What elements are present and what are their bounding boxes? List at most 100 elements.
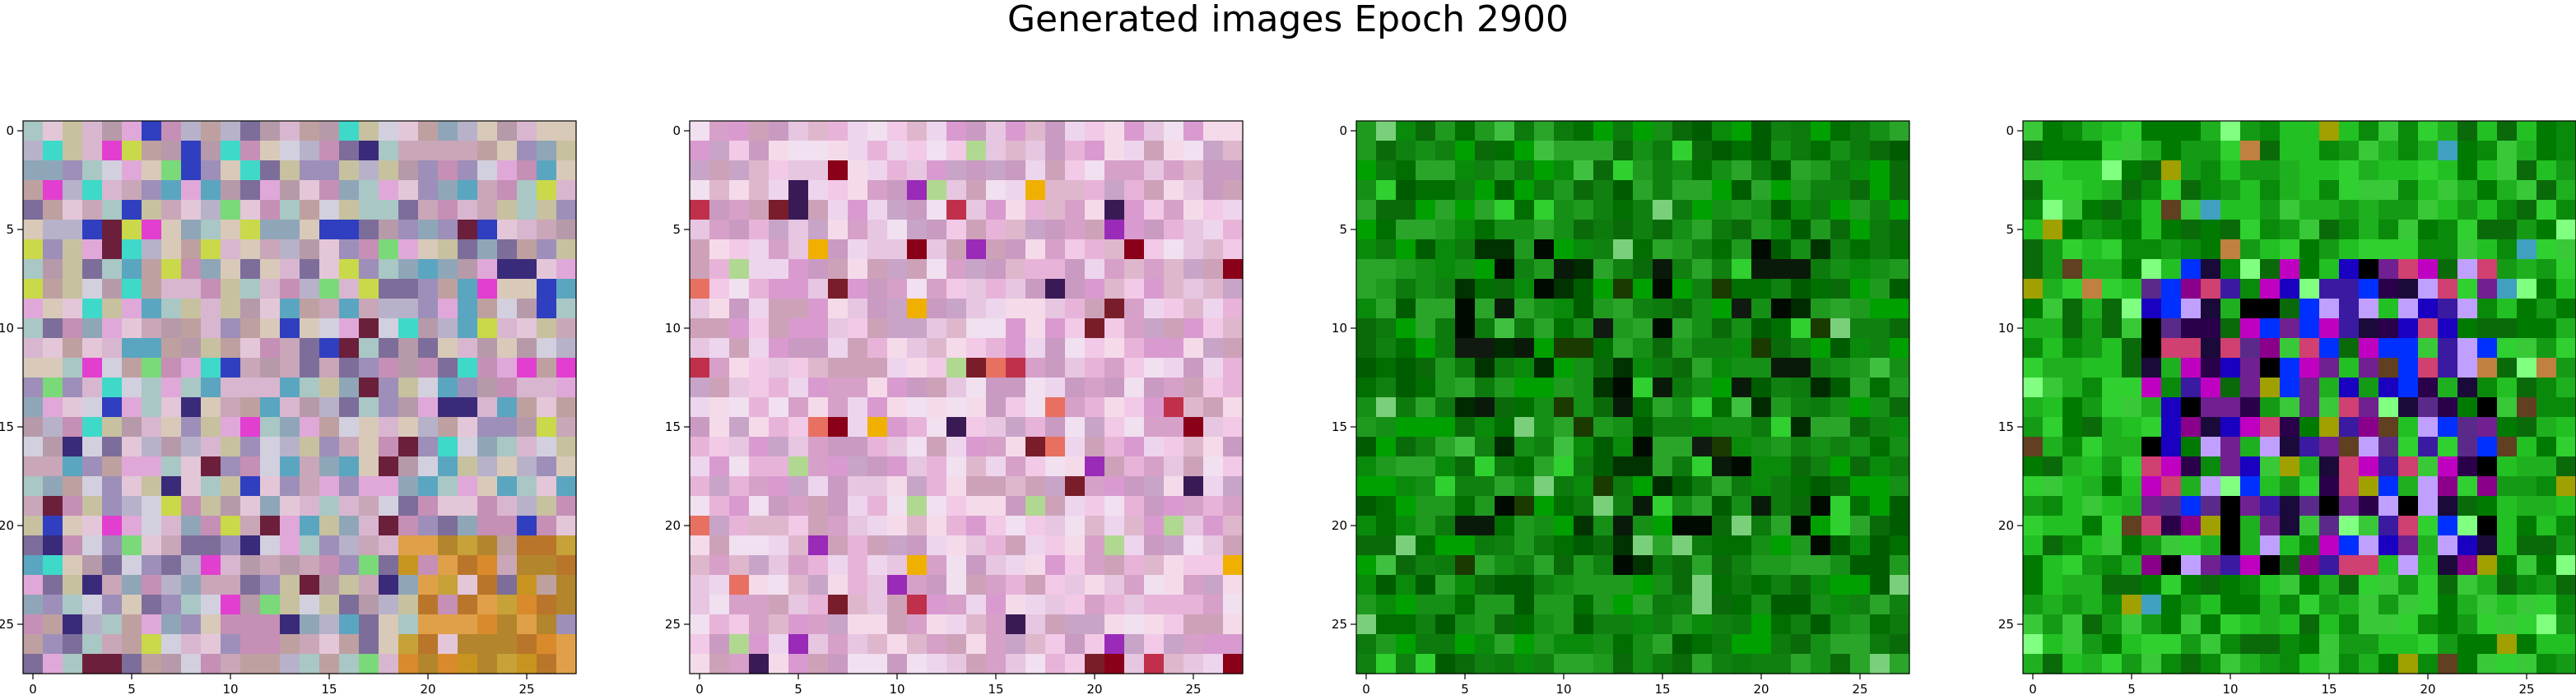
pixel-cell (946, 476, 967, 497)
pixel-cell (2359, 180, 2379, 201)
pixel-cell (2536, 595, 2557, 615)
pixel-cell (418, 555, 439, 576)
pixel-cell (2043, 397, 2063, 418)
pixel-cell (181, 535, 202, 556)
pixel-cell (418, 239, 439, 260)
pixel-cell (828, 654, 849, 674)
pixel-cell (2161, 160, 2182, 181)
pixel-cell (497, 200, 518, 220)
pixel-cell (1144, 456, 1165, 477)
pixel-cell (339, 239, 360, 260)
pixel-cell (2418, 338, 2439, 359)
pixel-cell (1356, 654, 1377, 674)
pixel-cell (1692, 417, 1713, 438)
pixel-cell (1065, 614, 1086, 635)
pixel-cell (1376, 437, 1397, 457)
pixel-cell (23, 614, 44, 635)
pixel-cell (537, 318, 557, 339)
pixel-cell (828, 358, 849, 378)
pixel-cell (2299, 338, 2320, 359)
pixel-cell (1045, 595, 1066, 615)
pixel-cell (2240, 456, 2261, 477)
pixel-cell (709, 595, 730, 615)
pixel-cell (946, 338, 967, 359)
pixel-cell (1791, 200, 1811, 220)
pixel-cell (769, 378, 789, 398)
pixel-cell (2260, 299, 2281, 319)
pixel-cell (201, 496, 221, 517)
pixel-cell (946, 259, 967, 280)
pixel-cell (1653, 496, 1673, 517)
pixel-cell (1006, 239, 1026, 260)
pixel-cell (986, 259, 1007, 280)
pixel-cell (122, 338, 142, 359)
pixel-cell (1574, 417, 1594, 438)
pixel-cell (788, 397, 809, 418)
pixel-cell (966, 220, 987, 240)
pixel-cell (2082, 121, 2103, 141)
pixel-cell (2102, 200, 2123, 220)
pixel-cell (260, 358, 281, 378)
pixel-cell (556, 121, 577, 141)
pixel-cell (2260, 318, 2281, 339)
pixel-cell (1850, 417, 1871, 438)
pixel-cell (181, 141, 202, 161)
pixel-cell (438, 634, 458, 655)
pixel-cell (2220, 239, 2241, 260)
pixel-cell (43, 259, 63, 280)
pixel-cell (2082, 259, 2103, 280)
pixel-cell (300, 180, 320, 201)
pixel-cell (1475, 378, 1495, 398)
pixel-cell (1124, 437, 1145, 457)
pixel-cell (1554, 595, 1574, 615)
pixel-cell (1633, 180, 1653, 201)
y-tick-label: 20 (1998, 518, 2014, 533)
pixel-cell (82, 437, 103, 457)
pixel-cell (1811, 318, 1831, 339)
pixel-cell (418, 121, 439, 141)
pixel-cell (1025, 634, 1046, 655)
pixel-cell (2201, 437, 2221, 457)
pixel-cell (1870, 200, 1890, 220)
pixel-cell (1223, 378, 1244, 398)
pixel-cell (1475, 358, 1495, 378)
pixel-cell (43, 397, 63, 418)
pixel-cell (221, 397, 241, 418)
pixel-cell (2438, 141, 2458, 161)
pixel-cell (1870, 654, 1890, 674)
pixel-cell (1435, 634, 1456, 655)
pixel-cell (2280, 516, 2300, 536)
pixel-cell (2082, 180, 2103, 201)
pixel-cell (2240, 397, 2261, 418)
pixel-cell (1633, 220, 1653, 240)
pixel-cell (907, 220, 928, 240)
pixel-cell (2378, 634, 2399, 655)
pixel-cell (181, 634, 202, 655)
pixel-cell (2201, 160, 2221, 181)
pixel-cell (2181, 555, 2202, 576)
pixel-cell (63, 338, 83, 359)
pixel-cell (1672, 200, 1693, 220)
pixel-cell (2299, 417, 2320, 438)
pixel-cell (379, 437, 399, 457)
pixel-cell (1613, 516, 1634, 536)
pixel-cell (828, 378, 849, 398)
pixel-cell (240, 634, 261, 655)
pixel-cell (221, 200, 241, 220)
pixel-cell (1065, 239, 1086, 260)
pixel-cell (2477, 476, 2498, 497)
pixel-cell (201, 476, 221, 497)
pixel-cell (1890, 456, 1910, 477)
pixel-cell (2556, 299, 2576, 319)
pixel-cell (1144, 397, 1165, 418)
pixel-cell (2319, 338, 2340, 359)
pixel-cell (690, 279, 710, 299)
pixel-cell (2240, 634, 2261, 655)
pixel-cell (2141, 614, 2162, 635)
pixel-cell (2240, 595, 2261, 615)
x-tick-label: 20 (1753, 682, 1769, 695)
pixel-cell (517, 299, 537, 319)
pixel-cell (142, 614, 162, 635)
pixel-cell (1830, 358, 1851, 378)
y-tick-label: 20 (1332, 518, 1347, 533)
